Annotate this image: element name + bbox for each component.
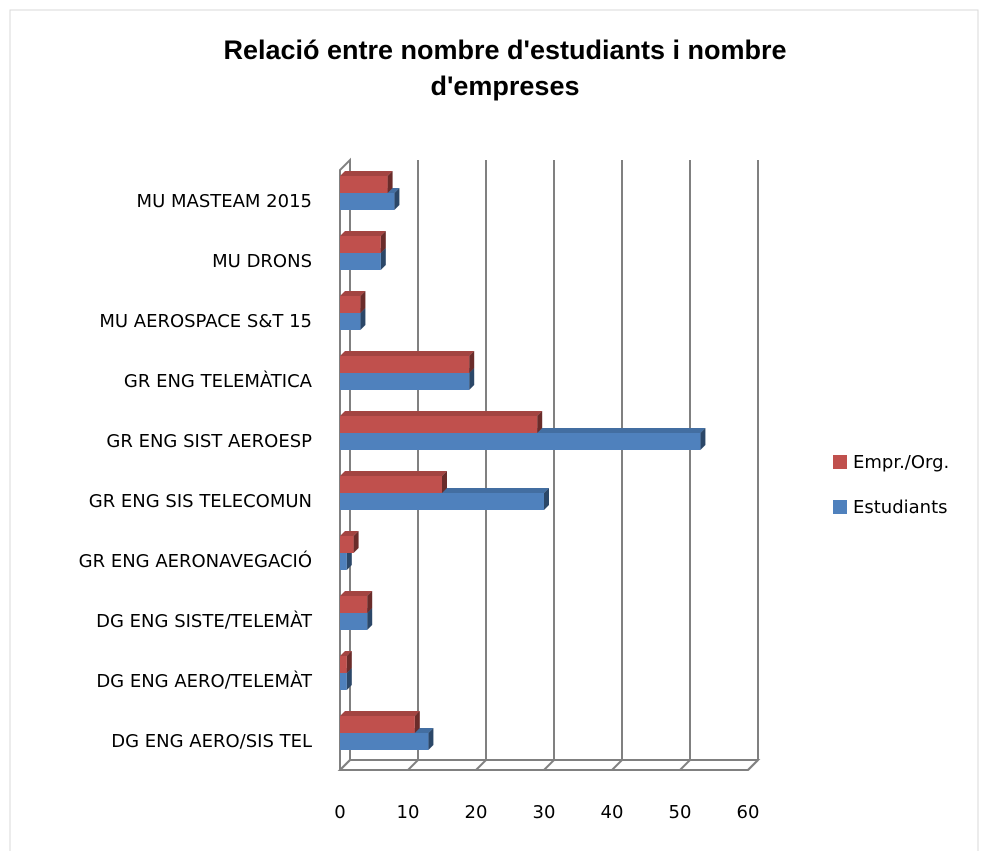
bar [340, 711, 420, 733]
y-tick-label: GR ENG AERONAVEGACIÓ [79, 550, 312, 572]
bar-side [394, 188, 400, 210]
bar-top [340, 531, 359, 536]
bar [340, 231, 386, 253]
bar-side [428, 728, 434, 750]
x-tick-label: 50 [669, 802, 692, 823]
bar-side [380, 231, 386, 253]
bar-top [340, 651, 352, 656]
bar-front [340, 613, 368, 630]
floor-grid-line [679, 759, 691, 771]
bar-front [340, 176, 388, 193]
bar-side [360, 308, 366, 330]
chart-title: Relació entre nombre d'estudiants i nomb… [223, 35, 787, 101]
x-tick-label: 0 [334, 802, 345, 823]
bar-side [414, 711, 420, 733]
bar-side [700, 428, 706, 450]
y-tick-label: GR ENG SIST AEROESP [106, 431, 312, 452]
floor-grid-line [543, 759, 555, 771]
bar-front [340, 236, 381, 253]
bar-top [340, 591, 373, 596]
x-tick-label: 20 [465, 802, 488, 823]
y-tick-label: GR ENG SIS TELECOMUN [89, 491, 312, 512]
legend-label: Estudiants [853, 497, 948, 518]
legend-swatch [833, 500, 847, 514]
floor-grid-line [339, 759, 351, 771]
bar-top [340, 471, 447, 476]
bar [340, 351, 475, 373]
x-tick-label: 40 [601, 802, 624, 823]
y-tick-label: MU AEROSPACE S&T 15 [99, 311, 312, 332]
bar-top [340, 351, 475, 356]
x-tick-label: 30 [533, 802, 556, 823]
bar-side [537, 411, 543, 433]
legend-item: Estudiants [833, 497, 948, 518]
bar-side [367, 608, 373, 630]
bar-side [544, 488, 549, 510]
bar-top [340, 291, 366, 296]
bar [340, 591, 373, 613]
bar-side [380, 248, 386, 270]
bar-front [340, 313, 361, 330]
legend-item: Empr./Org. [833, 452, 949, 473]
bar-side [367, 591, 373, 613]
bar [340, 531, 359, 553]
bar-front [340, 656, 347, 673]
bar-top [340, 711, 420, 716]
bar [340, 171, 393, 193]
bar-side [346, 548, 352, 570]
x-tick-label: 60 [737, 802, 760, 823]
bar-front [340, 476, 442, 493]
bar-side [353, 531, 359, 553]
y-tick-label: DG ENG SISTE/TELEMÀT [96, 610, 313, 632]
bar-top [340, 411, 543, 416]
y-tick-label: DG ENG AERO/TELEMÀT [96, 670, 313, 692]
bar-side [469, 351, 475, 373]
bar [340, 291, 366, 313]
bar-front [340, 716, 415, 733]
bar [340, 651, 352, 673]
bar-top [340, 231, 386, 236]
bar-side [346, 668, 352, 690]
bar-front [340, 673, 347, 690]
bar-side [469, 368, 475, 390]
bar-front [340, 433, 701, 450]
legend-swatch [833, 455, 847, 469]
bar-side [360, 291, 366, 313]
bar-front [340, 536, 354, 553]
bar-front [340, 253, 381, 270]
y-tick-label: MU DRONS [212, 251, 312, 272]
chart-border [9, 9, 979, 851]
bar-front [340, 553, 347, 570]
bar-front [340, 733, 429, 750]
bar-side [387, 171, 393, 193]
bar-side [442, 471, 447, 493]
legend-label: Empr./Org. [853, 452, 949, 473]
floor-grid-line [407, 759, 419, 771]
bar [340, 471, 447, 493]
bar-front [340, 596, 368, 613]
floor-grid-line [611, 759, 623, 771]
y-tick-label: GR ENG TELEMÀTICA [124, 370, 313, 392]
bar-top [340, 171, 393, 176]
y-tick-label: DG ENG AERO/SIS TEL [111, 731, 312, 752]
bar-side [346, 651, 352, 673]
floor-grid-line [747, 759, 759, 771]
bar-front [340, 296, 361, 313]
bar-front [340, 193, 395, 210]
x-tick-label: 10 [397, 802, 420, 823]
bar-front [340, 373, 470, 390]
bar [340, 411, 543, 433]
y-tick-label: MU MASTEAM 2015 [137, 191, 312, 212]
floor-grid-line [475, 759, 487, 771]
bar-front [340, 493, 544, 510]
bar-front [340, 416, 538, 433]
bar-front [340, 356, 470, 373]
